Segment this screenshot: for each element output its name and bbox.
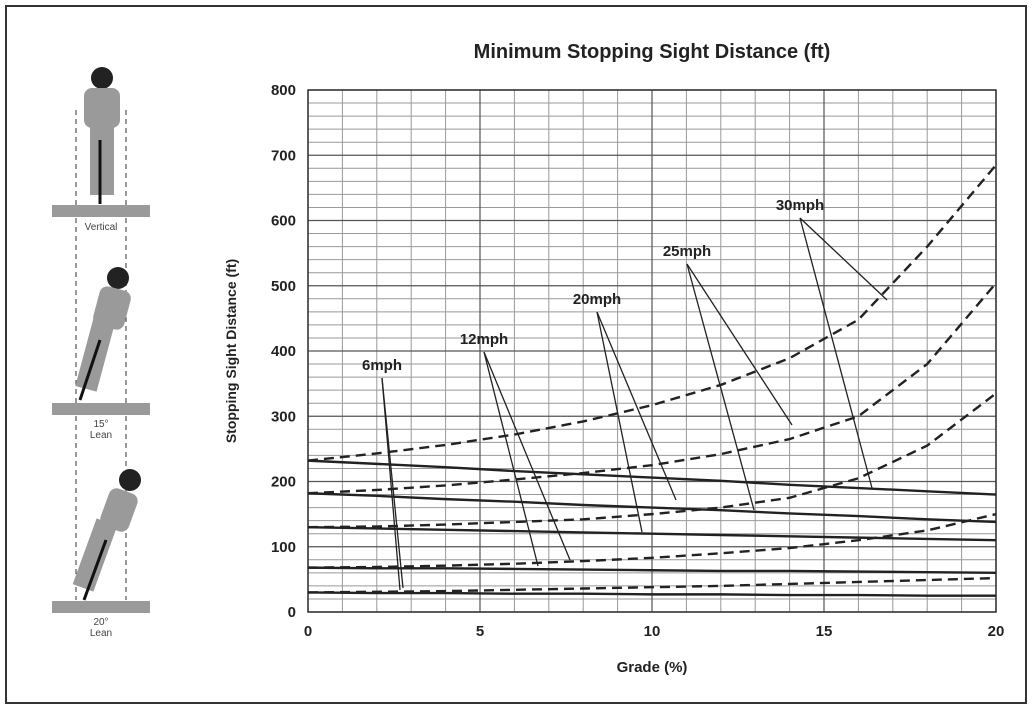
series-line [307, 525, 997, 542]
figure-label: 15° Lean [89, 419, 113, 441]
x-tick-label: 10 [644, 623, 661, 640]
leader-line [596, 311, 643, 533]
annotation: 12mph [460, 331, 508, 348]
leader-line [483, 351, 539, 567]
x-tick-label: 15 [816, 623, 833, 640]
chart-title: Minimum Stopping Sight Distance (ft) [474, 41, 831, 63]
figure-label: 20° Lean [89, 617, 113, 639]
y-tick-label: 200 [271, 474, 296, 491]
annotation: 30mph [776, 197, 824, 214]
annotation: 20mph [573, 291, 621, 308]
leader-line [381, 377, 404, 589]
x-tick-label: 20 [988, 623, 1005, 640]
series-line [307, 282, 997, 495]
series-line [307, 164, 997, 462]
y-tick-label: 100 [271, 539, 296, 556]
x-tick-label: 5 [476, 623, 484, 640]
leader-line [483, 351, 571, 561]
x-axis-label: Grade (%) [617, 659, 688, 676]
x-tick-label: 0 [304, 623, 312, 640]
series-line [307, 576, 997, 594]
leader-line [596, 311, 677, 501]
illustration [52, 67, 150, 613]
y-axis-label: Stopping Sight Distance (ft) [223, 259, 239, 443]
y-tick-label: 700 [271, 147, 296, 164]
y-tick-label: 800 [271, 82, 296, 99]
annotation: 25mph [663, 243, 711, 260]
y-tick-label: 500 [271, 278, 296, 295]
plot-border [307, 89, 997, 613]
series-line [307, 459, 997, 496]
y-tick-label: 600 [271, 213, 296, 230]
frame [5, 5, 1027, 704]
series-line [307, 512, 997, 569]
series-line [307, 566, 997, 575]
y-tick-label: 400 [271, 343, 296, 360]
leader-line [799, 217, 873, 489]
leader-line [686, 263, 755, 511]
leader-line [686, 263, 793, 426]
figure-label: Vertical [84, 222, 118, 233]
annotation: 6mph [362, 357, 402, 374]
series-line [307, 591, 996, 597]
leader-line [799, 217, 888, 301]
y-tick-label: 300 [271, 408, 296, 425]
y-tick-label: 0 [288, 604, 296, 621]
series-line [307, 492, 997, 524]
series-line [307, 392, 997, 529]
